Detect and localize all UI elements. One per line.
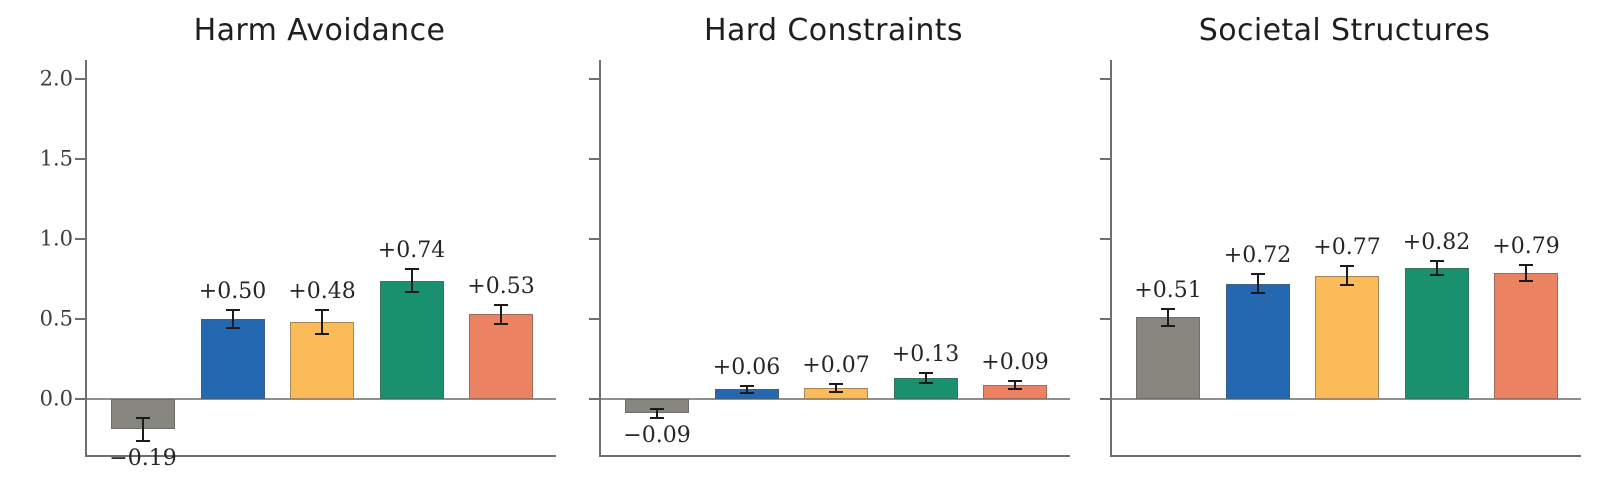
error-bar-cap bbox=[650, 407, 664, 410]
bar-value-label: +0.51 bbox=[1134, 277, 1202, 303]
error-bar-cap bbox=[739, 385, 754, 388]
error-bar bbox=[835, 383, 837, 392]
error-bar-cap bbox=[1519, 279, 1533, 282]
error-bar bbox=[410, 269, 413, 292]
bar-value-label: −0.19 bbox=[109, 445, 177, 471]
bar-value-label: +0.79 bbox=[1492, 233, 1560, 259]
bar-value-label: +0.50 bbox=[198, 279, 267, 305]
error-bar-cap bbox=[650, 417, 664, 420]
error-bar-cap bbox=[829, 382, 843, 385]
y-tick-mark bbox=[1100, 398, 1110, 401]
error-bar-cap bbox=[739, 391, 754, 394]
bar-value-label: +0.13 bbox=[891, 342, 960, 368]
error-bar bbox=[924, 373, 927, 384]
y-tick-label: 1.5 bbox=[39, 146, 73, 171]
error-bar-cap bbox=[1250, 292, 1265, 295]
error-bar bbox=[1525, 264, 1527, 281]
error-bar-cap bbox=[918, 382, 933, 385]
y-tick-mark bbox=[75, 158, 85, 161]
zero-axis-line bbox=[87, 398, 556, 401]
y-tick-mark bbox=[589, 78, 599, 81]
bar-value-label: +0.07 bbox=[802, 352, 870, 378]
error-bar bbox=[1256, 274, 1259, 294]
error-bar bbox=[321, 310, 323, 335]
bar bbox=[200, 319, 265, 400]
error-bar bbox=[656, 408, 658, 419]
y-tick-mark bbox=[1100, 238, 1110, 241]
error-bar-cap bbox=[1008, 379, 1022, 382]
error-bar-cap bbox=[1340, 284, 1354, 287]
error-bar bbox=[1346, 266, 1348, 286]
error-bar-cap bbox=[1429, 259, 1444, 262]
error-bar bbox=[745, 386, 748, 393]
error-bar-cap bbox=[494, 303, 508, 306]
bar-value-label: +0.74 bbox=[377, 238, 446, 264]
y-tick-mark bbox=[589, 238, 599, 241]
y-tick-mark bbox=[75, 78, 85, 81]
error-bar-cap bbox=[1519, 263, 1533, 266]
error-bar-cap bbox=[225, 309, 240, 312]
error-bar-cap bbox=[136, 439, 150, 442]
y-tick-mark bbox=[1100, 318, 1110, 321]
panel-title-harm-avoidance: Harm Avoidance bbox=[193, 12, 446, 48]
error-bar-cap bbox=[829, 390, 843, 393]
plot-harm-avoidance: 0.0 0.5 1.0 1.5 2.0 −0.19 +0.50 +0.48 +0.74 +0.53 bbox=[40, 60, 556, 471]
y-tick-label: 1.0 bbox=[39, 226, 73, 251]
y-tick-label: 0.5 bbox=[39, 306, 73, 331]
y-tick-mark bbox=[589, 398, 599, 401]
bar-value-label: −0.09 bbox=[623, 423, 691, 449]
error-bar-cap bbox=[494, 322, 508, 325]
plot-societal-structures: +0.51 +0.72 +0.77 +0.82 +0.79 bbox=[1100, 60, 1581, 457]
y-tick-label: 0.0 bbox=[39, 386, 73, 411]
error-bar-cap bbox=[1250, 273, 1265, 276]
bar bbox=[1315, 275, 1379, 400]
error-bar bbox=[1014, 380, 1016, 389]
error-bar bbox=[231, 310, 234, 328]
error-bar bbox=[500, 304, 502, 324]
error-bar bbox=[1435, 260, 1438, 276]
bar-value-label: +0.09 bbox=[981, 349, 1049, 375]
error-bar-cap bbox=[1429, 274, 1444, 277]
bar-value-label: +0.53 bbox=[467, 273, 535, 299]
error-bar-cap bbox=[1340, 265, 1354, 268]
error-bar-cap bbox=[315, 333, 329, 336]
bar bbox=[1136, 317, 1200, 400]
panel-title-societal-structures: Societal Structures bbox=[1198, 12, 1491, 48]
error-bar-cap bbox=[225, 326, 240, 329]
error-bar bbox=[1167, 308, 1169, 327]
error-bar-cap bbox=[918, 372, 933, 375]
bar bbox=[379, 280, 444, 400]
error-bar-cap bbox=[1161, 325, 1175, 328]
error-bar bbox=[142, 418, 144, 441]
bar-value-label: +0.48 bbox=[288, 279, 356, 305]
error-bar-cap bbox=[404, 268, 419, 271]
y-tick-mark bbox=[589, 158, 599, 161]
bar-value-label: +0.06 bbox=[712, 355, 781, 381]
bar-value-label: +0.82 bbox=[1402, 229, 1471, 255]
error-bar-cap bbox=[1008, 387, 1022, 390]
panel-title-hard-constraints: Hard Constraints bbox=[704, 12, 963, 48]
bar-value-label: +0.77 bbox=[1313, 235, 1381, 261]
y-tick-label: 2.0 bbox=[39, 66, 73, 91]
bar bbox=[469, 314, 533, 400]
bar-value-label: +0.72 bbox=[1223, 243, 1292, 269]
error-bar-cap bbox=[136, 417, 150, 420]
y-tick-mark bbox=[75, 238, 85, 241]
error-bar-cap bbox=[315, 309, 329, 312]
y-tick-mark bbox=[75, 398, 85, 401]
bar bbox=[1404, 267, 1469, 400]
bar bbox=[1225, 283, 1290, 400]
y-tick-mark bbox=[75, 318, 85, 321]
plot-hard-constraints: −0.09 +0.06 +0.07 +0.13 +0.09 bbox=[589, 60, 1070, 457]
bar bbox=[1494, 272, 1558, 400]
y-tick-mark bbox=[1100, 158, 1110, 161]
y-tick-mark bbox=[589, 318, 599, 321]
error-bar-cap bbox=[1161, 307, 1175, 310]
zero-axis-line bbox=[1112, 398, 1581, 401]
zero-axis-line bbox=[601, 398, 1070, 401]
error-bar-cap bbox=[404, 290, 419, 293]
y-tick-mark bbox=[1100, 78, 1110, 81]
